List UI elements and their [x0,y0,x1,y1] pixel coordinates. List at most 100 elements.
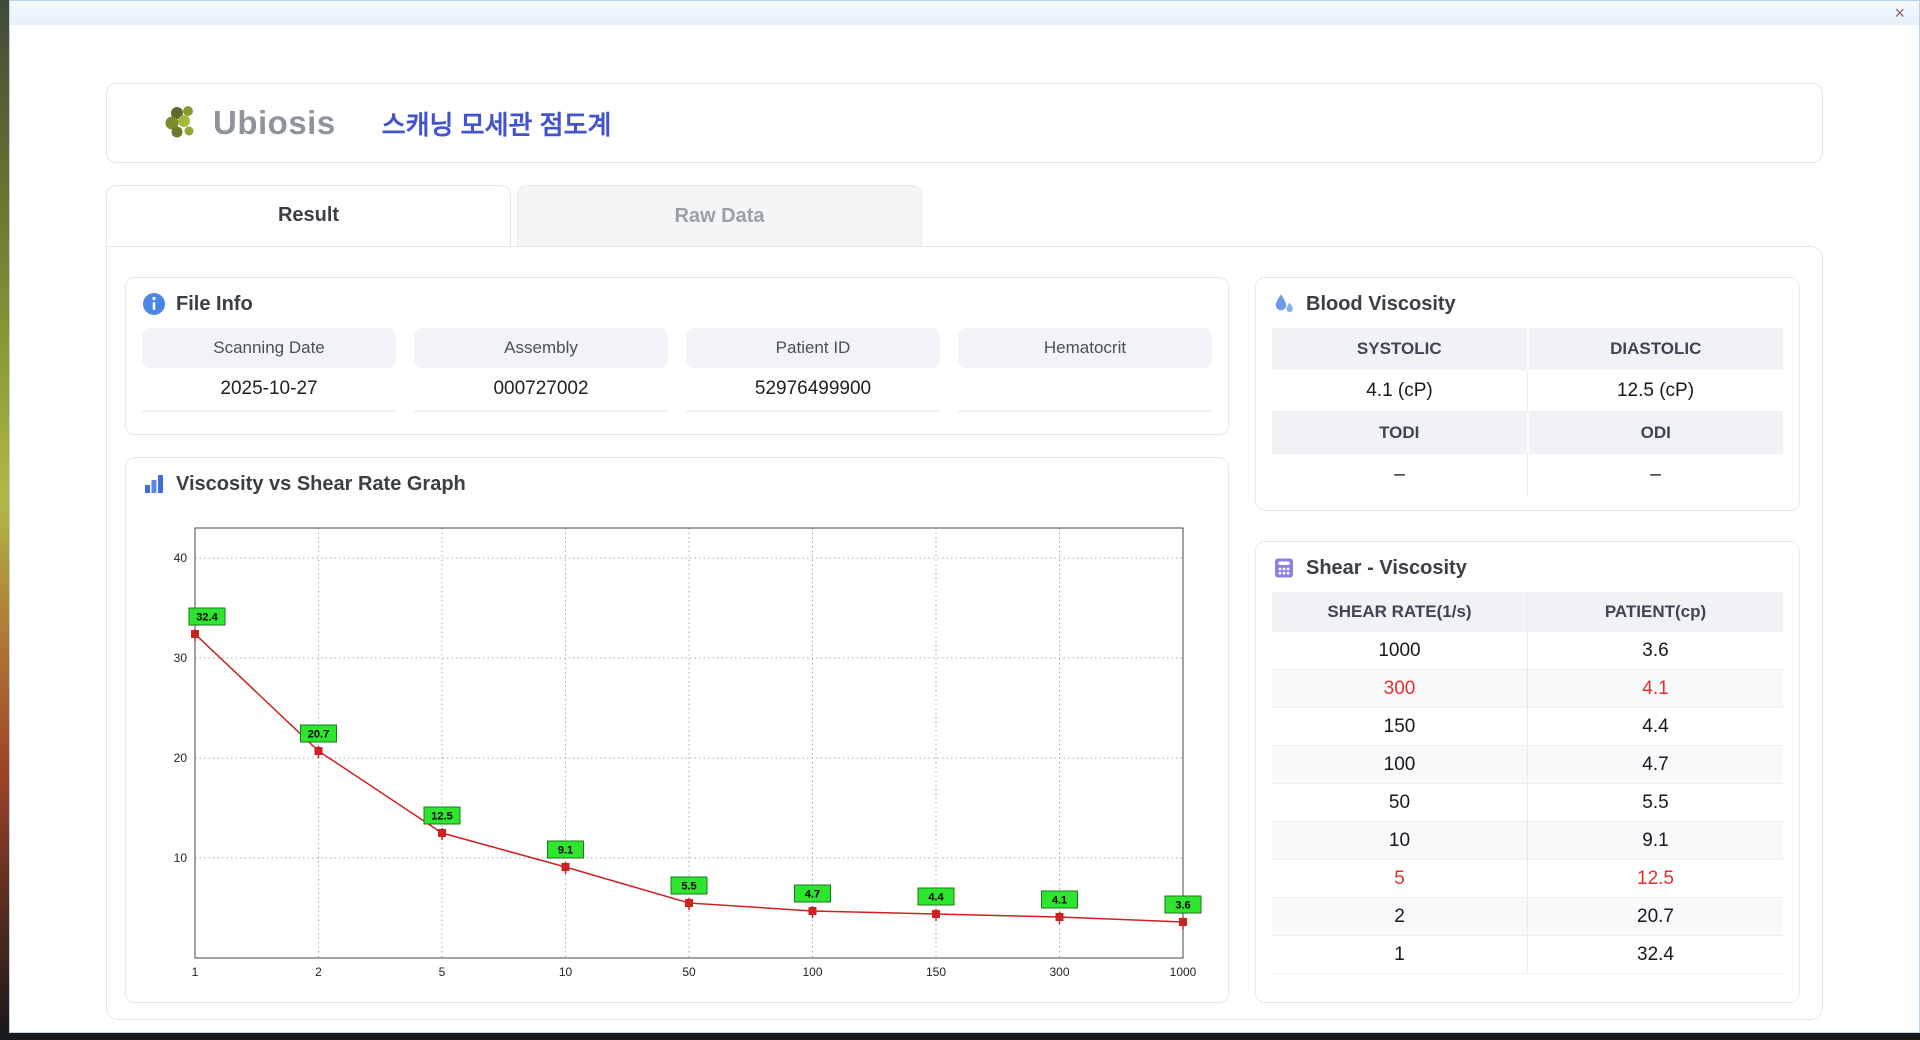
shear-rate-cell: 5 [1272,860,1528,897]
app-window: × Ubiosis 스캐닝 모세관 점도계 Result Raw Data [9,0,1920,1033]
field-value: 2025-10-27 [142,368,396,412]
shear-rate-cell: 2 [1272,898,1528,935]
diastolic-header: DIASTOLIC [1528,328,1783,369]
svg-text:3.6: 3.6 [1175,900,1190,912]
table-row: 10 9.1 [1272,822,1783,860]
field-value: 000727002 [414,368,668,412]
patient-cell: 4.4 [1642,715,1669,737]
svg-text:30: 30 [174,651,188,665]
window-content: Ubiosis 스캐닝 모세관 점도계 Result Raw Data File [10,25,1919,1032]
patient-cell: 5.5 [1642,791,1669,813]
field-label: Scanning Date [142,328,396,368]
table-row: 150 4.4 [1272,708,1783,746]
patient-cell: 20.7 [1637,905,1674,927]
field-value [958,368,1212,412]
tab-raw-data[interactable]: Raw Data [517,185,922,246]
field-label: Patient ID [686,328,940,368]
shear-viscosity-card: Shear - Viscosity SHEAR RATE(1/s) PATIEN… [1255,541,1800,1003]
table-row: 300 4.1 [1272,670,1783,708]
systolic-value: 4.1 (cP) [1272,370,1528,411]
ubiosis-logo: Ubiosis [163,103,336,143]
graph-title-row: Viscosity vs Shear Rate Graph [142,472,1212,496]
file-info-field: Assembly 000727002 [414,328,668,412]
svg-text:5.5: 5.5 [681,881,696,893]
bar-chart-icon [145,475,163,493]
svg-text:10: 10 [559,965,573,979]
calculator-icon [1275,558,1293,578]
logo-text: Ubiosis [213,104,336,141]
blood-viscosity-table: SYSTOLIC DIASTOLIC 4.1 (cP) 12.5 (cP) TO… [1272,328,1783,496]
svg-text:20.7: 20.7 [308,729,329,741]
left-column: File Info Scanning Date 2025-10-27 Assembl… [125,277,1229,1003]
table-row: 1 32.4 [1272,936,1783,974]
svg-text:1000: 1000 [1170,965,1197,979]
svg-text:40: 40 [174,551,188,565]
logo-leaf-icon [165,106,194,138]
patient-cell: 9.1 [1642,829,1669,851]
bv-value-row: – – [1272,454,1783,496]
svg-text:10: 10 [174,851,188,865]
window-titlebar: × [10,1,1919,25]
tab-result[interactable]: Result [106,185,511,246]
shear-rate-cell: 300 [1272,670,1528,707]
graph-card: Viscosity vs Shear Rate Graph 10 20 30 40 1 2… [125,457,1229,1003]
patient-cell: 32.4 [1637,943,1674,965]
patient-cell: 3.6 [1642,639,1669,661]
svg-text:100: 100 [802,965,822,979]
table-row: 2 20.7 [1272,898,1783,936]
svg-text:2: 2 [315,965,322,979]
main-panel: File Info Scanning Date 2025-10-27 Assembl… [106,246,1823,1020]
shear-rate-cell: 1000 [1272,632,1528,669]
table-row: 50 5.5 [1272,784,1783,822]
file-info-title-row: File Info [142,292,1212,316]
bv-value-row: 4.1 (cP) 12.5 (cP) [1272,370,1783,412]
field-label: Hematocrit [958,328,1212,368]
svg-text:4.4: 4.4 [928,892,944,904]
odi-header: ODI [1528,412,1783,453]
todi-header: TODI [1272,412,1529,453]
table-row: 100 4.7 [1272,746,1783,784]
shear-viscosity-table: SHEAR RATE(1/s) PATIENT(cp) 1000 3.6 300 4.… [1272,592,1783,974]
svg-text:12.5: 12.5 [431,811,452,823]
patient-cell: 4.1 [1642,677,1669,699]
field-value: 52976499900 [686,368,940,412]
shear-rate-cell: 50 [1272,784,1528,821]
shear-viscosity-title-row: Shear - Viscosity [1272,556,1783,580]
close-icon[interactable]: × [1894,3,1905,23]
svg-text:4.7: 4.7 [805,889,820,901]
card-title-text: Blood Viscosity [1306,292,1456,315]
systolic-header: SYSTOLIC [1272,328,1529,369]
water-drop-icon [1275,294,1293,313]
info-icon [143,293,165,315]
file-info-field: Patient ID 52976499900 [686,328,940,412]
table-header-row: SHEAR RATE(1/s) PATIENT(cp) [1272,592,1783,632]
blood-viscosity-title-row: Blood Viscosity [1272,292,1783,316]
card-title-text: File Info [176,292,253,315]
svg-text:9.1: 9.1 [558,845,573,857]
desktop-bottom-edge [0,1033,1920,1040]
shear-rate-cell: 100 [1272,746,1528,783]
app-header: Ubiosis 스캐닝 모세관 점도계 [106,83,1823,163]
table-body: 1000 3.6 300 4.1 150 4.4 100 4.7 50 5.5 10 9.1 5 12.5… [1272,632,1783,974]
table-row: 1000 3.6 [1272,632,1783,670]
svg-text:1: 1 [192,965,199,979]
file-info-fields: Scanning Date 2025-10-27 Assembly 000727002… [142,328,1212,412]
right-column: Blood Viscosity SYSTOLIC DIASTOLIC 4.1 (… [1255,277,1800,1003]
shear-rate-cell: 1 [1272,936,1528,973]
bv-header-row: SYSTOLIC DIASTOLIC [1272,328,1783,370]
shear-rate-column-header: SHEAR RATE(1/s) [1272,592,1528,632]
card-title-text: Viscosity vs Shear Rate Graph [176,472,466,495]
svg-text:150: 150 [926,965,946,979]
file-info-field: Scanning Date 2025-10-27 [142,328,396,412]
tab-bar: Result Raw Data [106,185,1823,246]
diastolic-value: 12.5 (cP) [1616,379,1695,401]
desktop-left-edge [0,0,9,1040]
file-info-card: File Info Scanning Date 2025-10-27 Assembl… [125,277,1229,435]
shear-rate-cell: 150 [1272,708,1528,745]
patient-cell: 12.5 [1637,867,1674,889]
svg-text:32.4: 32.4 [196,612,218,624]
patient-column-header: PATIENT(cp) [1604,602,1707,621]
odi-value: – [1650,464,1661,485]
viscosity-shear-chart: 10 20 30 40 1 2 5 10 50 100 150 300 1000 32.4 20.7 12.5… [174,527,1202,979]
svg-text:4.1: 4.1 [1052,895,1067,907]
